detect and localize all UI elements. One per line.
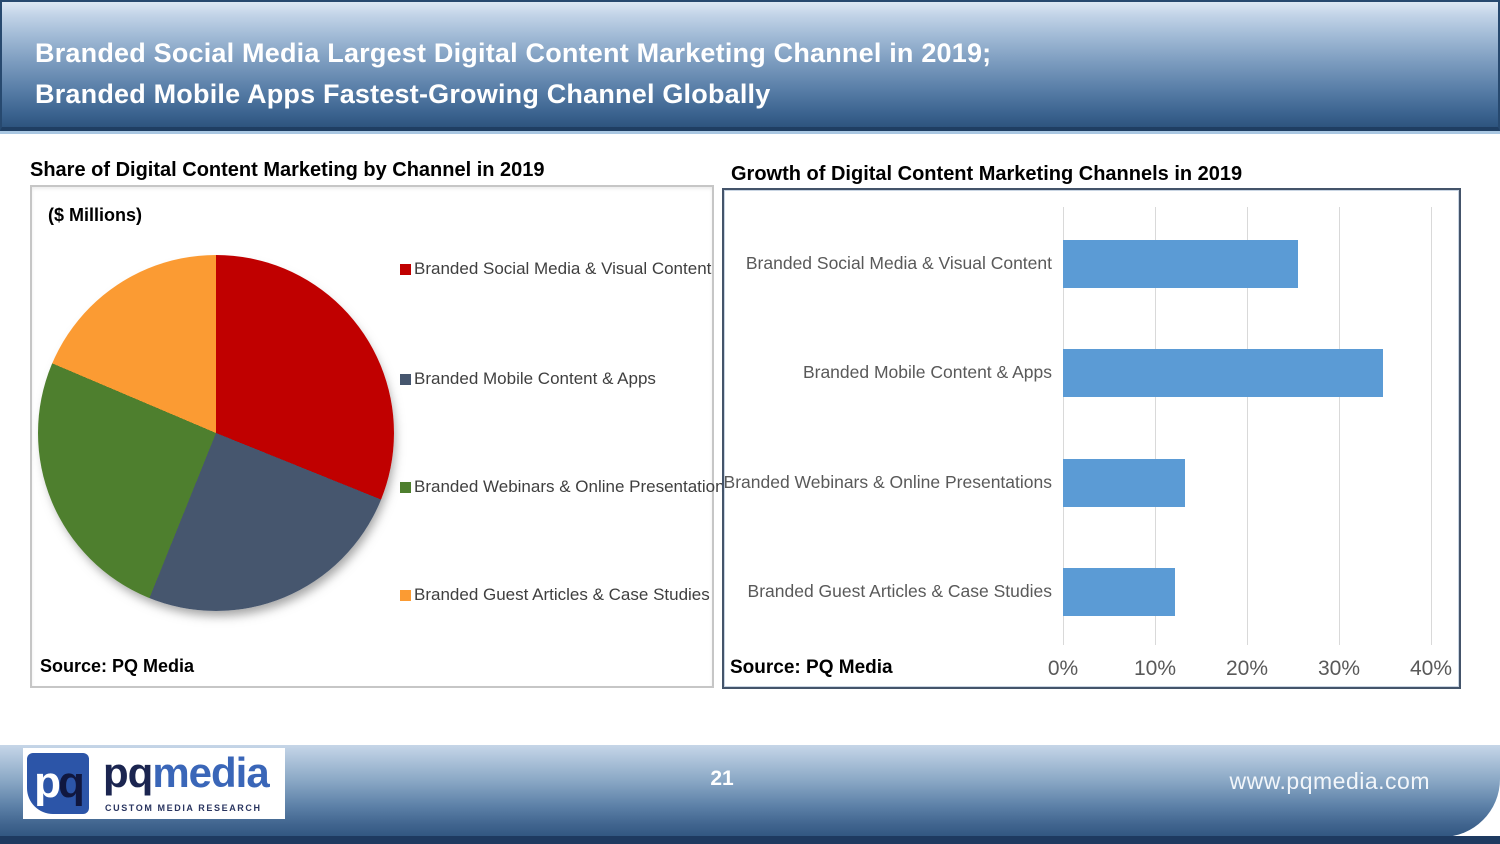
legend-swatch-icon	[400, 263, 411, 275]
slide-title: Branded Social Media Largest Digital Con…	[35, 33, 991, 115]
logo-name-media: media	[152, 749, 269, 796]
gridline	[1155, 207, 1156, 645]
pie-source-note: Source: PQ Media	[40, 656, 195, 676]
x-tick-label: 10%	[1133, 657, 1177, 680]
pie-chart-panel: ($ Millions) Branded Social Media & Visu…	[30, 185, 733, 688]
bar-source-note: Source: PQ Media	[730, 657, 893, 678]
pqmedia-logo-mark-icon: pq	[27, 753, 89, 814]
legend-label: Branded Social Media & Visual Content	[414, 259, 712, 278]
gridline	[1431, 207, 1432, 645]
slide-title-line1: Branded Social Media Largest Digital Con…	[35, 38, 992, 68]
footer-website: www.pqmedia.com	[1229, 768, 1430, 794]
gridline	[1063, 207, 1064, 645]
gridline	[1339, 207, 1340, 645]
pqmedia-logo: pq pqmedia CUSTOM MEDIA RESEARCH	[23, 748, 285, 819]
bar-plot-area: 0% 10% 20% 30% 40%	[1048, 207, 1452, 680]
legend-item: Branded Guest Articles & Case Studies	[400, 585, 710, 605]
bar-category-label: Branded Guest Articles & Case Studies	[747, 581, 1052, 602]
pqmedia-logo-name: pqmedia	[103, 749, 270, 797]
gridline	[1247, 207, 1248, 645]
legend-item: Branded Social Media & Visual Content	[400, 259, 711, 279]
x-tick-label: 30%	[1317, 657, 1361, 680]
bar-category-label: Branded Mobile Content & Apps	[802, 362, 1052, 383]
header-underline	[0, 131, 1500, 134]
bar-chart-title: Growth of Digital Content Marketing Chan…	[731, 163, 1243, 185]
logo-name-pq: pq	[103, 749, 153, 796]
bar	[1063, 568, 1176, 617]
x-tick-label: 0%	[1047, 657, 1079, 680]
pqmedia-logo-tagline: CUSTOM MEDIA RESEARCH	[105, 803, 262, 813]
logo-mark-q: q	[58, 758, 85, 807]
legend-label: Branded Guest Articles & Case Studies	[414, 585, 710, 604]
logo-mark-p: p	[34, 758, 61, 807]
bar	[1063, 349, 1384, 398]
legend-swatch-icon	[400, 373, 411, 385]
bar	[1063, 240, 1298, 288]
legend-item: Branded Mobile Content & Apps	[400, 369, 656, 389]
footer-bottom-strip	[0, 836, 1500, 844]
pie-chart	[38, 255, 394, 611]
bar-category-label: Branded Social Media & Visual Content	[745, 253, 1052, 273]
bar	[1063, 458, 1186, 507]
legend-label: Branded Mobile Content & Apps	[414, 369, 656, 388]
x-tick-label: 20%	[1225, 657, 1269, 680]
legend-swatch-icon	[400, 589, 411, 601]
bar-chart-panel: 0% 10% 20% 30% 40% Branded Social Media & Vi…	[722, 188, 1461, 689]
legend-swatch-icon	[400, 481, 411, 493]
page-number: 21	[710, 767, 734, 790]
pie-chart-title: Share of Digital Content Marketing by Ch…	[30, 159, 545, 181]
x-tick-label: 40%	[1409, 657, 1453, 680]
bar-category-label: Branded Webinars & Online Presentations	[723, 471, 1052, 492]
slide-title-line2: Branded Mobile Apps Fastest-Growing Chan…	[35, 79, 771, 109]
legend-item: Branded Webinars & Online Presentations	[400, 477, 733, 497]
header-banner: Branded Social Media Largest Digital Con…	[0, 0, 1500, 131]
units-label: ($ Millions)	[48, 205, 142, 225]
legend-label: Branded Webinars & Online Presentations	[414, 477, 734, 496]
